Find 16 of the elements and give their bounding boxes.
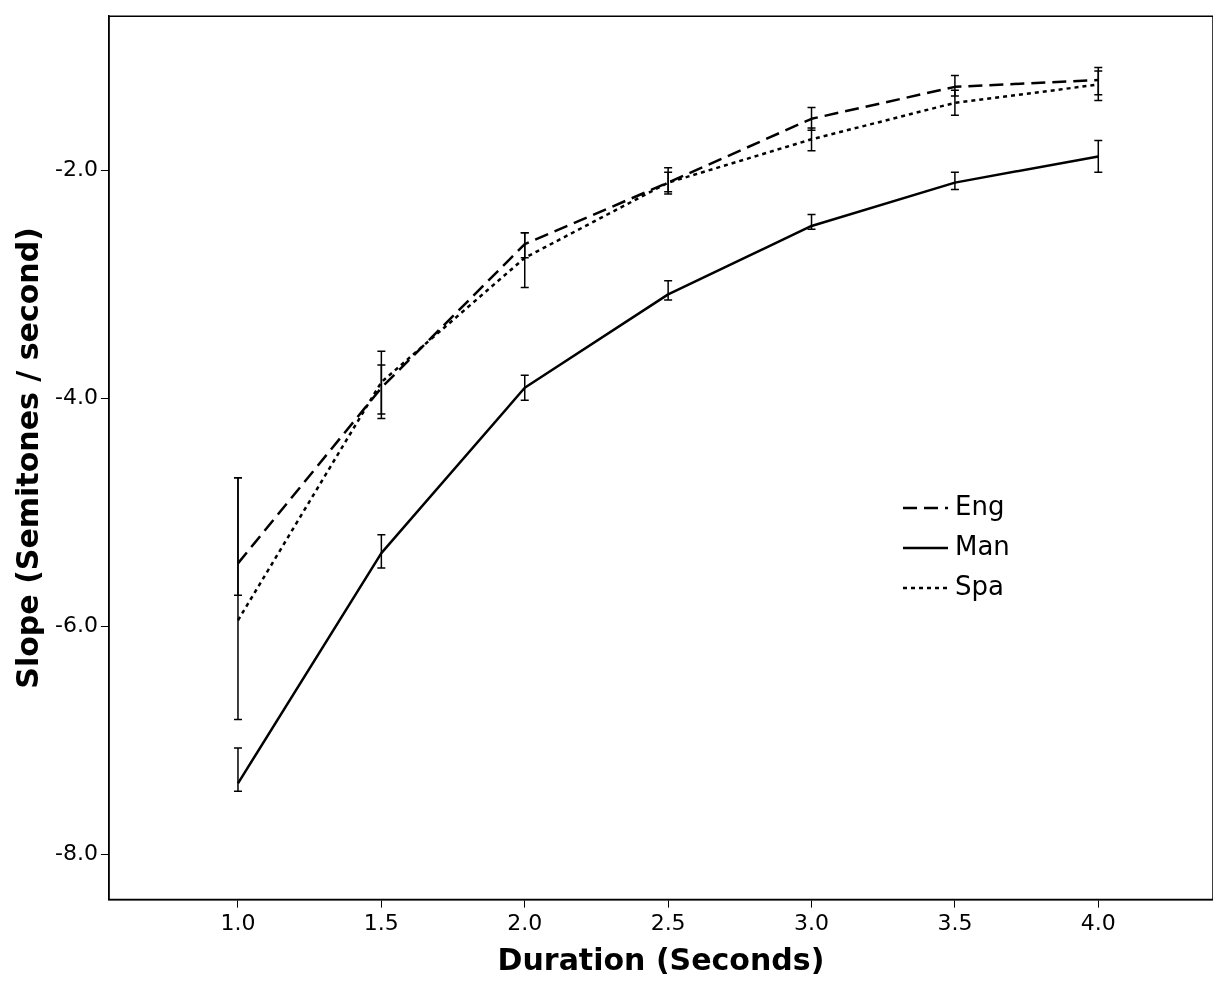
x-tick-label: 2.5 [650, 909, 686, 935]
x-tick-label: 1.0 [220, 909, 256, 935]
legend-label: Man [955, 530, 1010, 561]
legend-label: Eng [955, 490, 1005, 521]
x-tick-label: 1.5 [363, 909, 399, 935]
x-tick-label: 2.0 [507, 909, 543, 935]
y-tick-label: -2.0 [54, 155, 98, 181]
x-tick-label: 3.5 [937, 909, 973, 935]
x-axis-title: Duration (Seconds) [497, 941, 825, 977]
y-axis-title: Slope (Semitones / second) [9, 227, 45, 689]
x-tick-label: 4.0 [1080, 909, 1116, 935]
legend-label: Spa [955, 570, 1004, 601]
y-tick-label: -8.0 [54, 839, 98, 865]
x-tick-label: 3.0 [794, 909, 830, 935]
y-tick-label: -4.0 [54, 383, 98, 409]
y-tick-label: -6.0 [54, 611, 98, 637]
